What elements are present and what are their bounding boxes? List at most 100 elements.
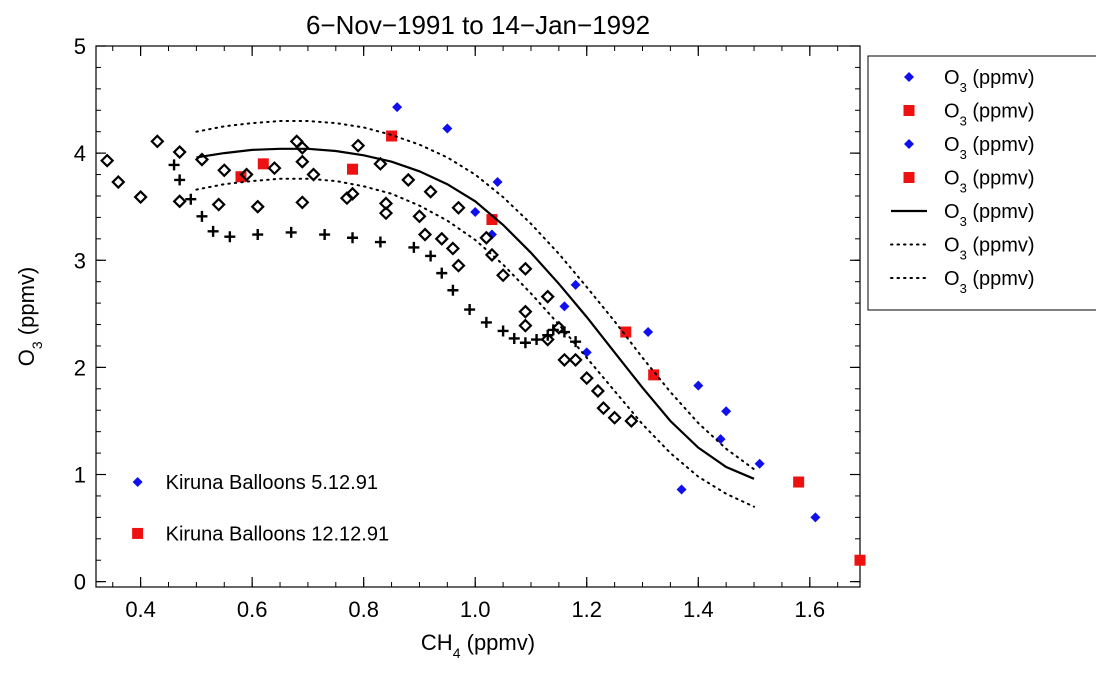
data-point xyxy=(559,301,570,312)
data-point xyxy=(570,279,581,290)
data-point xyxy=(486,229,497,240)
data-point xyxy=(174,174,186,186)
data-point xyxy=(486,214,498,226)
data-point xyxy=(579,371,594,386)
data-point xyxy=(196,210,208,222)
legend-label: O3 (ppmv) xyxy=(944,168,1035,196)
data-point xyxy=(693,380,704,391)
data-point xyxy=(392,102,403,113)
data-point xyxy=(417,227,433,242)
axes: 0.4 0.6 0.8 1.0 1.2 1.4 1.6 0 1 2 3 4 5 CH4 (ppmv) O3 … xyxy=(14,34,861,661)
x-tick-label: 0.6 xyxy=(237,597,268,622)
data-point xyxy=(185,193,197,205)
data-point xyxy=(464,304,476,316)
legend-marker xyxy=(903,105,915,116)
data-point xyxy=(378,206,394,221)
chart-title: 6−Nov−1991 to 14−Jan−1992 xyxy=(306,10,650,40)
y-tick-label: 0 xyxy=(74,570,86,595)
data-point xyxy=(518,261,533,276)
data-point xyxy=(447,284,459,296)
data-point xyxy=(172,145,187,160)
legend-label: O3 (ppmv) xyxy=(944,235,1035,263)
legend: O3 (ppmv) O3 (ppmv) O3 (ppmv) O3 (ppmv) O3 (… xyxy=(867,55,1096,311)
data-point xyxy=(551,320,566,335)
y-tick-label: 1 xyxy=(74,463,86,488)
x-tick-label: 1.0 xyxy=(460,597,491,622)
data-point xyxy=(239,167,254,182)
data-point xyxy=(540,332,555,347)
data-point xyxy=(423,184,438,199)
plot-frame xyxy=(95,45,861,588)
data-point xyxy=(295,140,310,155)
data-point xyxy=(496,268,511,283)
data-point xyxy=(648,369,660,381)
data-point xyxy=(558,326,570,338)
y-axis-label: O3 (ppmv) xyxy=(14,267,45,366)
data-point xyxy=(570,336,582,348)
y-tick-label: 3 xyxy=(74,248,86,273)
data-point xyxy=(542,329,554,341)
x-tick-label: 1.2 xyxy=(571,597,602,622)
data-point xyxy=(643,327,654,338)
data-point xyxy=(295,154,310,169)
data-point xyxy=(470,207,481,218)
series-line-solid xyxy=(196,147,755,480)
legend-label: O3 (ppmv) xyxy=(944,134,1035,162)
data-point xyxy=(676,484,687,495)
y-tick-label: 4 xyxy=(74,141,86,166)
data-point xyxy=(596,401,611,416)
data-point xyxy=(492,177,503,188)
y-tick-label: 2 xyxy=(74,355,86,380)
data-point xyxy=(479,230,494,245)
data-point xyxy=(386,130,398,142)
x-tick-label: 1.4 xyxy=(683,597,714,622)
data-point xyxy=(540,289,555,304)
legend-marker xyxy=(904,72,914,82)
data-point xyxy=(207,225,219,237)
data-point xyxy=(484,247,499,262)
data-point xyxy=(508,332,520,344)
annotation-marker xyxy=(132,527,144,539)
data-point xyxy=(854,554,866,566)
legend-marker xyxy=(903,172,915,183)
data-point xyxy=(581,347,592,358)
x-tick-label: 1.6 xyxy=(795,597,826,622)
y-tick-label: 5 xyxy=(74,34,86,59)
data-point xyxy=(250,199,265,214)
annotation-label: Kiruna Balloons 5.12.91 xyxy=(166,472,378,494)
data-point xyxy=(133,189,148,205)
data-point xyxy=(620,326,632,338)
data-point xyxy=(754,458,765,469)
data-point xyxy=(351,138,366,153)
data-point xyxy=(434,231,449,246)
data-point xyxy=(531,334,543,346)
legend-marker xyxy=(904,139,914,149)
data-point xyxy=(211,197,226,212)
data-point xyxy=(607,410,622,425)
legend-label: O3 (ppmv) xyxy=(944,201,1035,229)
x-tick-label: 0.8 xyxy=(348,597,379,622)
data-point xyxy=(401,172,416,187)
data-point xyxy=(150,134,165,149)
data-point xyxy=(267,161,282,176)
data-point xyxy=(451,200,466,215)
data-point xyxy=(721,406,732,417)
data-point xyxy=(568,352,583,367)
data-point xyxy=(445,241,460,256)
legend-label: O3 (ppmv) xyxy=(944,268,1035,296)
data-point xyxy=(480,316,492,328)
data-point xyxy=(235,171,247,183)
data-point xyxy=(347,232,359,244)
data-point xyxy=(425,250,437,262)
data-point xyxy=(295,195,310,210)
data-point xyxy=(557,352,572,367)
data-point xyxy=(306,167,321,182)
data-point xyxy=(436,267,448,279)
plot-data xyxy=(100,102,866,566)
data-point xyxy=(451,258,466,273)
data-point xyxy=(590,383,605,399)
data-point xyxy=(518,318,533,333)
data-point xyxy=(319,229,331,241)
x-tick-label: 0.4 xyxy=(125,597,156,622)
data-point xyxy=(224,231,236,243)
